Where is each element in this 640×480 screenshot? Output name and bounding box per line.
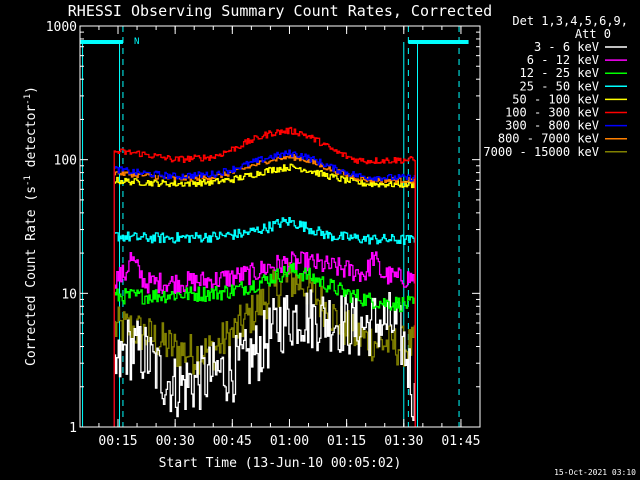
y-axis-label-exp1: -1	[23, 175, 33, 186]
x-axis-label: Start Time (13-Jun-10 00:05:02)	[159, 456, 402, 471]
legend-label-8: 800 - 7000 keV	[498, 132, 599, 146]
y-tick-label-3: 100	[54, 154, 77, 169]
series-line-7000-15000-kev	[113, 262, 416, 427]
legend-label-7: 300 - 800 keV	[505, 119, 599, 133]
series-line-50-100-kev	[113, 163, 416, 427]
n-marker: N	[134, 37, 139, 47]
y-axis-label-part3: )	[24, 86, 39, 94]
x-tick-label-6: 01:30	[384, 434, 423, 449]
legend-label-3: 12 - 25 keV	[520, 66, 599, 80]
x-tick-label-7: 01:45	[441, 434, 480, 449]
legend-label-2: 6 - 12 keV	[527, 53, 599, 67]
legend-label-6: 100 - 300 keV	[505, 106, 599, 120]
series-line-300-800-kev	[113, 149, 416, 427]
legend-header-line2: Att 0	[575, 27, 611, 41]
legend-label-9: 7000 - 15000 keV	[483, 145, 599, 159]
y-axis-label: Corrected Count Rate (s-1 detector-1)	[23, 86, 39, 366]
x-tick-label-1: 00:15	[98, 434, 137, 449]
legend-label-5: 50 - 100 keV	[512, 92, 599, 106]
x-tick-label-2: 00:30	[156, 434, 195, 449]
legend-label-1: 3 - 6 keV	[534, 40, 599, 54]
legend-label-4: 25 - 50 keV	[520, 79, 599, 93]
ticks-layer: 00:15 00:30 00:45 01:00 01:15 01:30 01:45 1 10 10…	[46, 20, 481, 449]
x-tick-label-4: 01:00	[270, 434, 309, 449]
y-tick-label-2: 10	[61, 287, 77, 302]
plot-frame	[79, 25, 481, 428]
series-line-25-50-kev	[113, 217, 416, 427]
legend-header-line1: Det 1,3,4,5,6,9,	[512, 14, 628, 28]
chart-title: RHESSI Observing Summary Count Rates, Co…	[68, 2, 492, 20]
marks-layer	[80, 26, 469, 427]
y-tick-label-4: 1000	[46, 20, 77, 35]
series-line-12-25-kev	[113, 262, 416, 427]
series-line-3-6-kev	[113, 289, 416, 427]
x-tick-label-5: 01:15	[327, 434, 366, 449]
y-axis-label-part2: detector	[24, 105, 39, 176]
y-axis-label-exp2: -1	[23, 94, 33, 105]
x-tick-label-3: 00:45	[213, 434, 252, 449]
y-axis-label-part1: Corrected Count Rate (s	[24, 186, 39, 366]
series-line-6-12-kev	[113, 251, 416, 427]
y-tick-label-1: 1	[69, 421, 77, 436]
series-line-100-300-kev	[113, 126, 416, 427]
footer-date: 15-Oct-2021 03:10	[554, 468, 636, 477]
